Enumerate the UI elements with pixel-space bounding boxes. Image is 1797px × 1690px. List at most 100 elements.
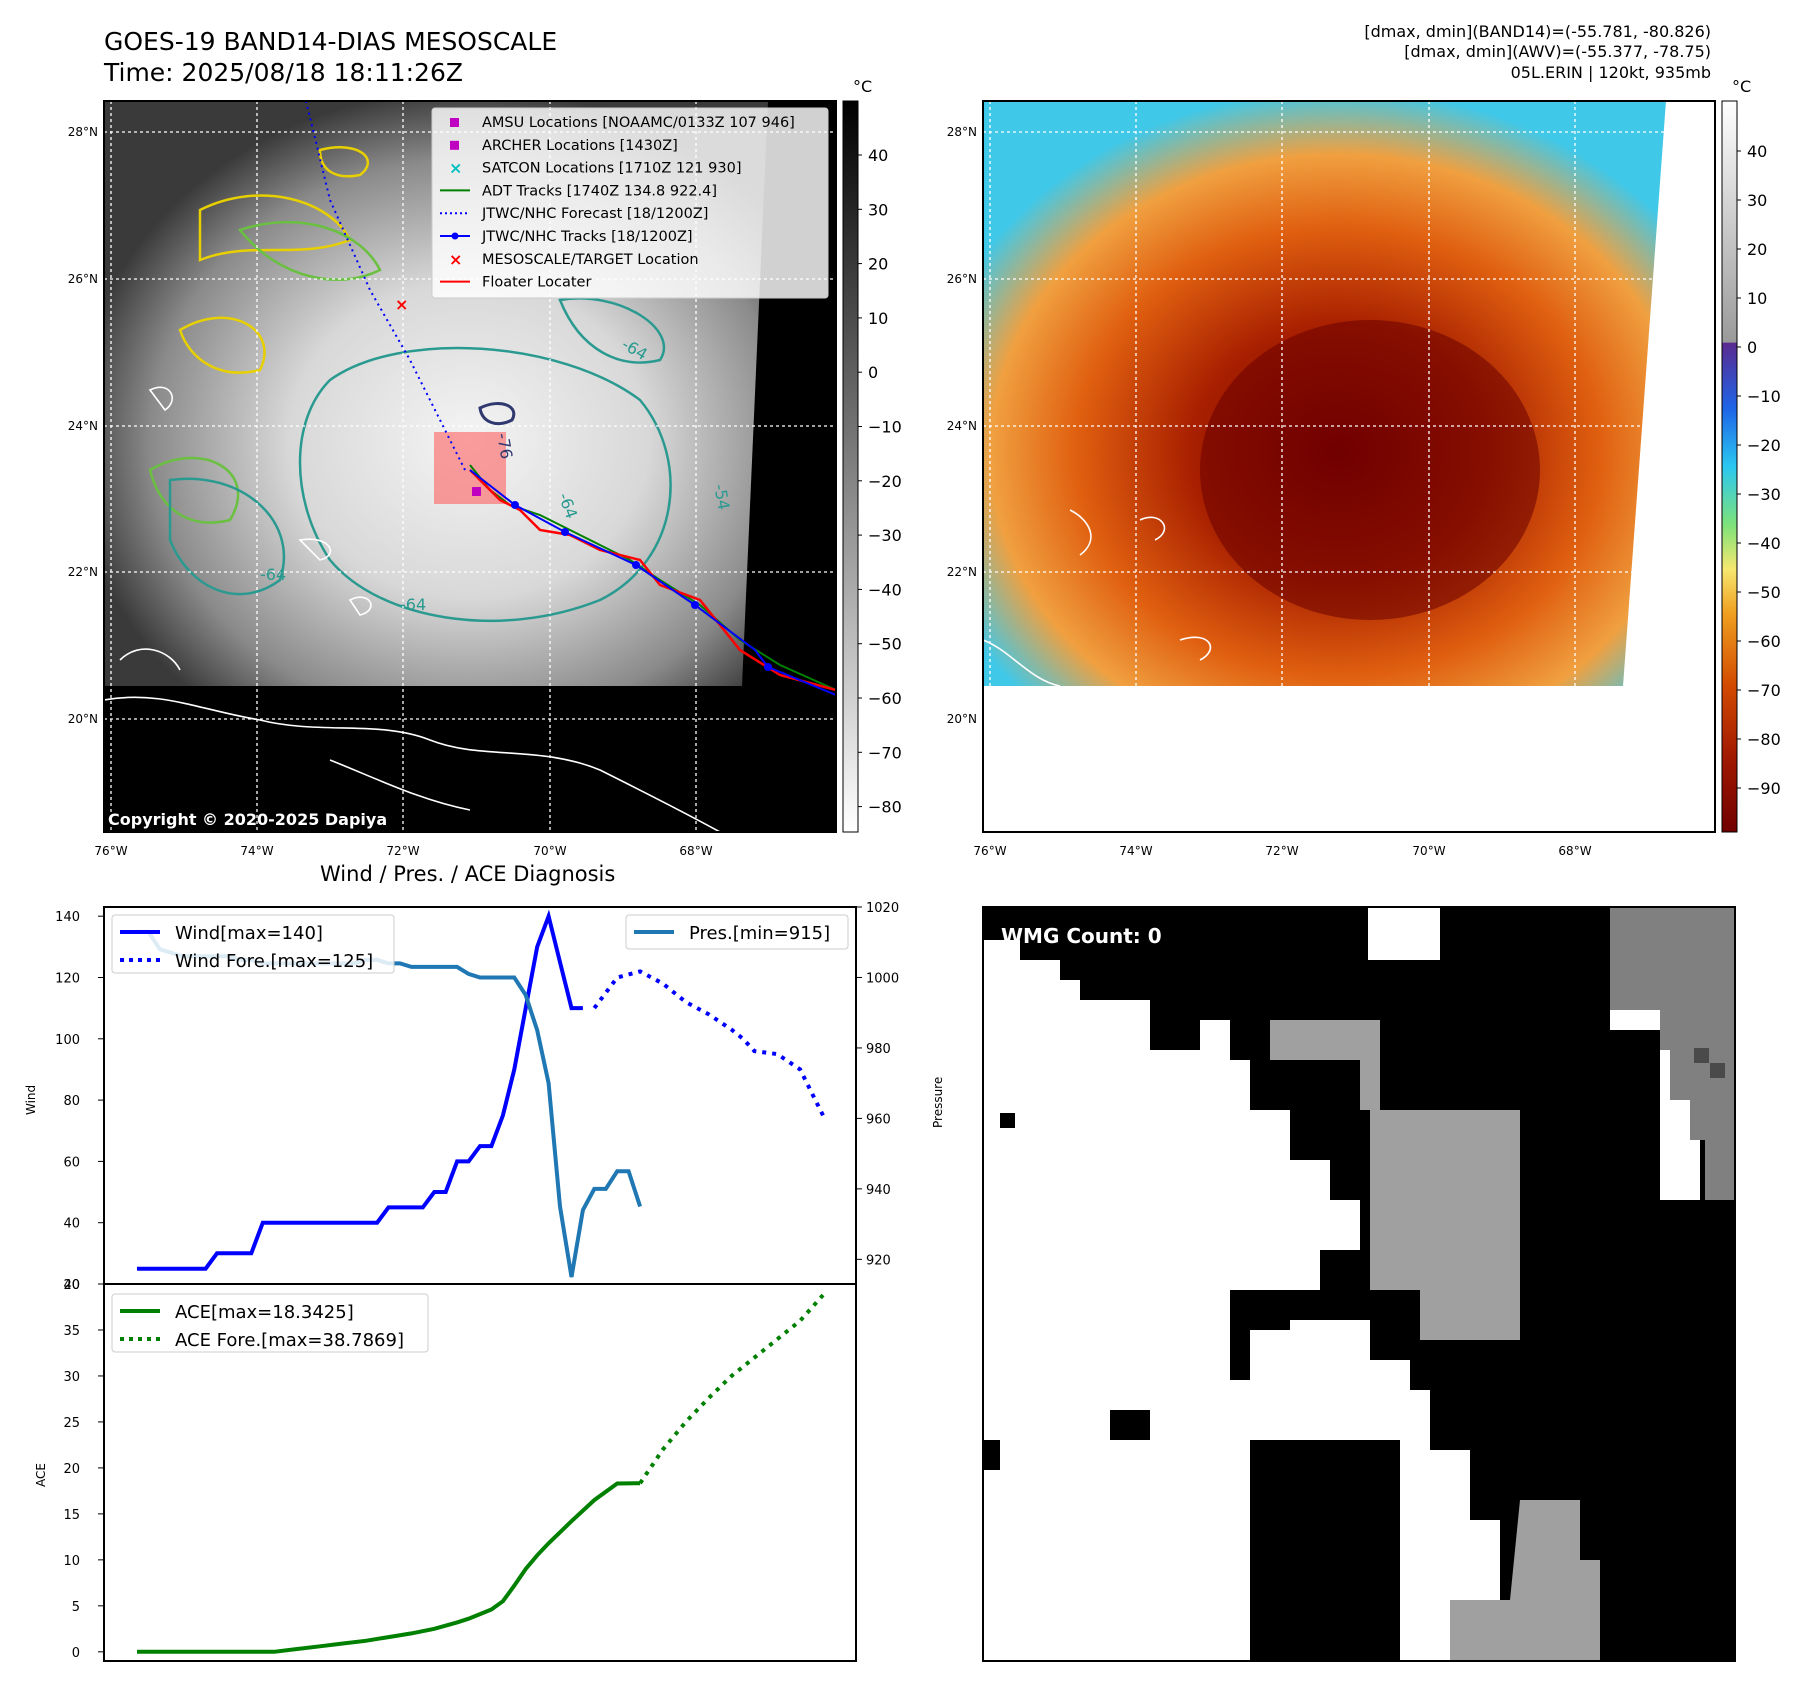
figure-title: GOES-19 BAND14-DIAS MESOSCALE [104, 27, 558, 56]
pressure-ytick-label: 980 [866, 1042, 891, 1057]
coastline [104, 648, 721, 832]
colorbar-tick-label: −40 [868, 580, 902, 599]
wmg-count-label: WMG Count: 0 [1001, 924, 1162, 948]
legend-marker [451, 232, 459, 240]
legend-label: MESOSCALE/TARGET Location [482, 252, 699, 268]
nhc-track-points [511, 501, 772, 671]
colorbar-tick-label: −90 [1747, 779, 1781, 798]
pressure-legend: Pres.[min=915] [625, 914, 849, 950]
lat-tick-label: 20°N [68, 712, 98, 726]
series-wind-fore- [592, 969, 825, 1117]
wind-fore-legend-label: Wind Fore.[max=125] [175, 951, 373, 972]
series-wind [137, 909, 583, 1271]
stat-band14: [dmax, dmin](BAND14)=(-55.781, -80.826) [1364, 22, 1711, 41]
ace-axis-label: ACE [34, 1463, 48, 1487]
wmg-pixel [1694, 1048, 1709, 1063]
color-colorbar [1721, 100, 1738, 833]
ace-ytick-label: 5 [72, 1600, 80, 1615]
colorbar-tick-label: −70 [1747, 681, 1781, 700]
ace-ytick-label: 20 [63, 1462, 80, 1477]
stat-storm: 05L.ERIN | 120kt, 935mb [1510, 63, 1711, 82]
lat-tick-label: 20°N [947, 712, 977, 726]
ir-map-panel: × -76 -64 -64 -64 -54 -64 Copyright © 20… [68, 77, 902, 858]
target-location-marker: × [395, 295, 408, 314]
colorbar-tick-label: 40 [1747, 142, 1767, 161]
lon-tick-label: 70°W [1412, 844, 1445, 858]
lon-tick-label: 74°W [1119, 844, 1152, 858]
ace-ytick-label: 35 [63, 1324, 80, 1339]
pressure-ytick-label: 940 [866, 1183, 891, 1198]
ace-ytick-label: 15 [63, 1508, 80, 1523]
legend-label: JTWC/NHC Forecast [18/1200Z] [481, 206, 708, 222]
ace-ytick-label: 0 [72, 1646, 80, 1661]
pressure-ytick-label: 1020 [866, 901, 899, 916]
pressure-legend-label: Pres.[min=915] [689, 923, 830, 944]
copyright-text: Copyright © 2020-2025 Dapiya [108, 810, 387, 829]
colorbar-tick-label: −20 [868, 472, 902, 491]
wind-ytick-label: 20 [63, 1278, 80, 1293]
lat-tick-label: 26°N [68, 272, 98, 286]
legend-marker: × [449, 250, 462, 269]
archer-location-marker [472, 487, 481, 496]
wmg-mask-panel: WMG Count: 0 [982, 906, 1736, 1662]
series-ace [137, 1481, 641, 1654]
ace-ytick-label: 40 [63, 1278, 80, 1293]
colorbar-tick-label: −30 [868, 526, 902, 545]
legend-label: SATCON Locations [1710Z 121 930] [482, 161, 741, 177]
wind-ytick-label: 60 [63, 1155, 80, 1170]
colorbar-tick-label: 0 [868, 363, 878, 382]
color-ir-panel: 28°N 26°N 24°N 22°N 20°N 76°W 74°W 72°W 70°W 68°… [947, 77, 1781, 858]
contour-yellow [178, 146, 369, 374]
lon-tick-label: 76°W [973, 844, 1006, 858]
legend-label: Floater Locater [482, 275, 591, 291]
colorbar-tick-label: 10 [1747, 289, 1767, 308]
legend-marker [450, 140, 459, 150]
colorbar-tick-label: −30 [1747, 485, 1781, 504]
color-eye-core [1200, 320, 1540, 620]
colorbar-tick-label: −20 [1747, 436, 1781, 455]
colorbar-tick-label: −70 [868, 743, 902, 762]
lat-tick-label: 24°N [68, 419, 98, 433]
diagnosis-title: Wind / Pres. / ACE Diagnosis [320, 862, 616, 886]
stat-awv: [dmax, dmin](AWV)=(-55.377, -78.75) [1404, 42, 1711, 61]
contour-label: -64 [400, 595, 426, 614]
wind-axis-label: Wind [24, 1085, 38, 1115]
gray-colorbar-unit: °C [853, 77, 872, 96]
contour-label: -76 [493, 431, 516, 460]
ace-ytick-label: 30 [63, 1370, 80, 1385]
colorbar-tick-label: −50 [1747, 583, 1781, 602]
ace-ytick-label: 10 [63, 1554, 80, 1569]
ace-legend: ACE[max=18.3425] ACE Fore.[max=38.7869] [111, 1293, 429, 1353]
colorbar-tick-label: −10 [1747, 387, 1781, 406]
ace-ytick-label: 25 [63, 1416, 80, 1431]
colorbar-tick-label: −80 [1747, 730, 1781, 749]
ace-chart: 0 5 10 15 20 25 30 35 40 ACE ACE[max=18.3425] AC… [34, 1278, 857, 1662]
colorbar-tick-label: 10 [868, 309, 888, 328]
pressure-axis-label: Pressure [931, 1077, 945, 1128]
legend-label: JTWC/NHC Tracks [18/1200Z] [481, 229, 693, 245]
ace-legend-label: ACE[max=18.3425] [175, 1302, 354, 1323]
legend-label: ARCHER Locations [1430Z] [482, 138, 678, 154]
colorbar-tick-label: −60 [1747, 632, 1781, 651]
nhc-forecast-track [305, 101, 466, 471]
lat-tick-label: 22°N [947, 565, 977, 579]
colorbar-tick-label: 20 [868, 255, 888, 274]
colorbar-tick-label: 30 [1747, 191, 1767, 210]
legend-label: AMSU Locations [NOAAMC/0133Z 107 946] [482, 115, 795, 131]
color-coastline [983, 509, 1212, 687]
contour-teal [168, 297, 672, 622]
colorbar-tick-label: −40 [1747, 534, 1781, 553]
wind-ytick-label: 100 [55, 1033, 80, 1048]
pressure-ytick-label: 1000 [866, 971, 899, 986]
gray-colorbar [842, 100, 859, 833]
coast-islands [148, 386, 372, 616]
lon-tick-label: 68°W [679, 844, 712, 858]
wind-legend-label: Wind[max=140] [175, 923, 323, 944]
wmg-light-gray-region [1270, 1020, 1600, 1661]
colorbar-tick-label: −10 [868, 418, 902, 437]
lat-tick-label: 24°N [947, 419, 977, 433]
lon-tick-label: 76°W [94, 844, 127, 858]
contour-navy [478, 402, 516, 425]
wind-legend: Wind[max=140] Wind Fore.[max=125] [111, 914, 395, 974]
colorbar-tick-label: 40 [868, 146, 888, 165]
